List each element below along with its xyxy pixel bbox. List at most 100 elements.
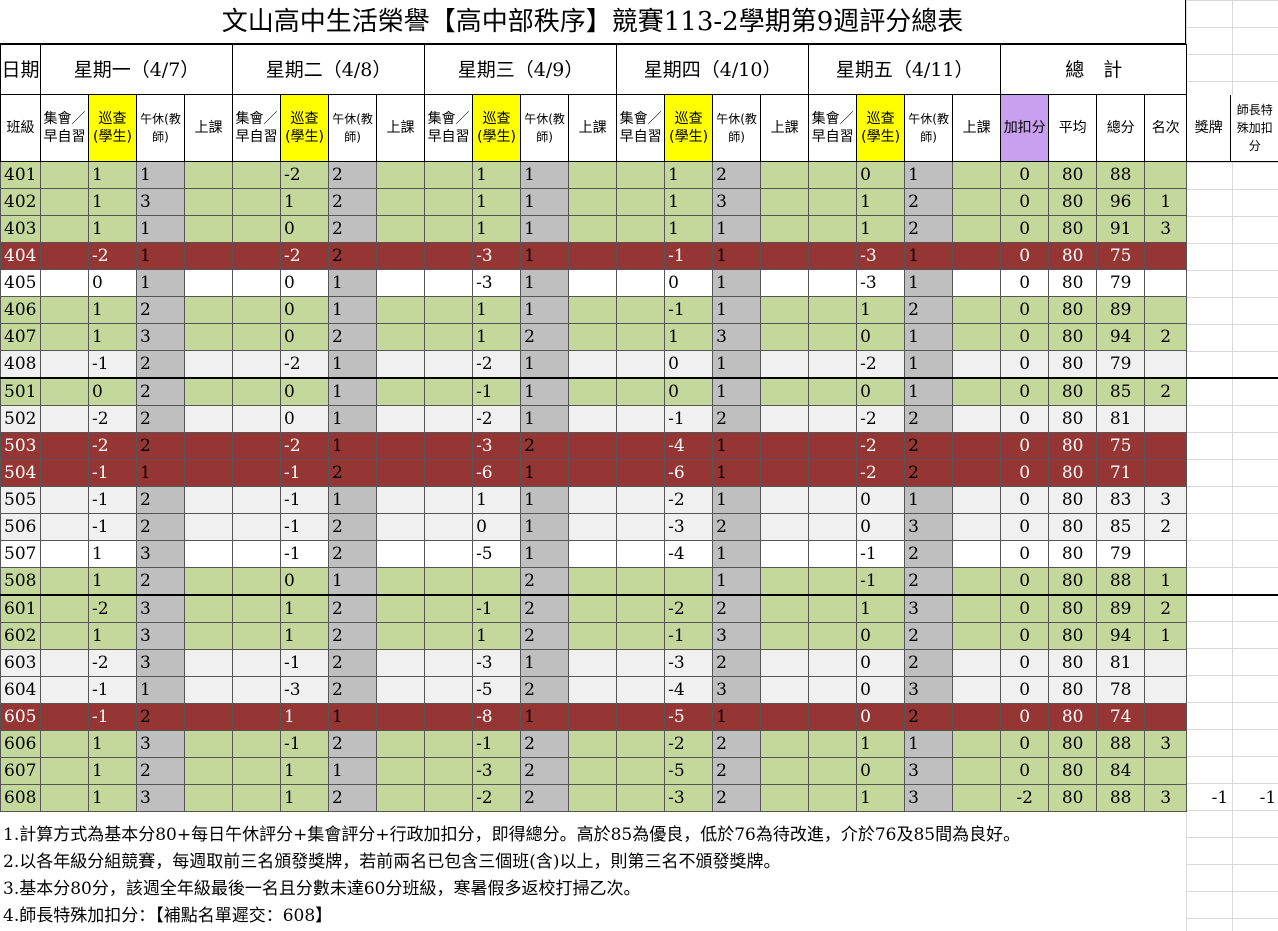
nap-score-cell: 1 <box>328 377 378 406</box>
award-cell: -1 <box>1186 784 1231 812</box>
nap-score-cell: 2 <box>712 730 762 758</box>
adjust-cell: 0 <box>1000 161 1050 189</box>
class-period-cell <box>376 676 426 704</box>
assembly-cell <box>424 432 474 460</box>
assembly-cell <box>232 459 282 487</box>
class-id-cell: 402 <box>0 188 41 216</box>
nap-score-cell: 2 <box>712 649 762 677</box>
patrol-score-cell: -2 <box>280 242 330 270</box>
assembly-cell <box>424 377 474 406</box>
award-cell <box>1186 323 1231 351</box>
assembly-cell <box>40 703 89 731</box>
rank-subheader: 名次 <box>1144 94 1188 162</box>
patrol-score-cell: -1 <box>280 459 330 487</box>
award-cell <box>1186 703 1231 731</box>
assembly-cell <box>40 540 89 568</box>
patrol-score-cell: 0 <box>856 377 906 406</box>
class-period-cell <box>376 215 426 243</box>
award-cell <box>1186 676 1231 704</box>
assembly-cell <box>424 513 474 541</box>
nap-score-cell: 1 <box>712 567 762 596</box>
assembly-cell <box>232 215 282 243</box>
total-score-cell: 96 <box>1096 188 1146 216</box>
average-cell: 80 <box>1048 676 1098 704</box>
nap-score-cell: 1 <box>328 432 378 460</box>
class-period-cell <box>376 784 426 812</box>
nap-score-cell: 3 <box>136 540 185 568</box>
patrol-score-cell: 1 <box>280 622 330 650</box>
nap-score-cell: 1 <box>328 405 378 433</box>
nap-score-cell: 2 <box>904 432 954 460</box>
nap-score-cell: 3 <box>904 594 954 623</box>
patrol-score-cell: -2 <box>88 594 137 623</box>
patrol-subheader: 巡查(學生) <box>88 94 137 162</box>
patrol-score-cell: 1 <box>472 323 522 351</box>
assembly-cell <box>808 513 858 541</box>
nap-score-cell: 1 <box>328 567 378 596</box>
class-period-cell <box>952 676 1002 704</box>
date-label: 日期 <box>0 44 41 95</box>
assembly-cell <box>808 215 858 243</box>
nap-score-cell: 1 <box>520 703 570 731</box>
assembly-cell <box>424 269 474 297</box>
class-period-cell <box>376 730 426 758</box>
class-period-cell <box>952 649 1002 677</box>
nap-score-cell: 1 <box>520 486 570 514</box>
average-cell: 80 <box>1048 161 1098 189</box>
patrol-score-cell: -2 <box>472 405 522 433</box>
assembly-cell <box>808 486 858 514</box>
note-2: 2.以各年級分組競賽，每週取前三名頒發獎牌，若前兩名已包含三個班(含)以上，則第… <box>3 852 781 872</box>
nap-score-cell: 3 <box>904 676 954 704</box>
class-id-cell: 603 <box>0 649 41 677</box>
nap-score-cell: 1 <box>712 377 762 406</box>
class-period-cell <box>568 703 618 731</box>
nap-score-cell: 1 <box>712 296 762 324</box>
total-score-cell: 88 <box>1096 784 1146 812</box>
rank-cell: 2 <box>1144 323 1188 351</box>
assembly-cell <box>232 350 282 379</box>
award-cell <box>1186 161 1231 189</box>
patrol-score-cell: 0 <box>856 161 906 189</box>
class-period-cell <box>376 296 426 324</box>
patrol-score-cell: -2 <box>472 350 522 379</box>
assembly-cell <box>808 432 858 460</box>
assembly-cell <box>232 513 282 541</box>
day-wed-header: 星期三（4/9） <box>424 44 618 95</box>
nap-score-cell: 1 <box>712 269 762 297</box>
nap-score-cell: 1 <box>712 486 762 514</box>
assembly-cell <box>40 432 89 460</box>
assembly-cell <box>424 188 474 216</box>
class-period-cell <box>376 269 426 297</box>
class-period-cell <box>376 540 426 568</box>
class-period-cell <box>376 161 426 189</box>
nap-score-cell: 1 <box>520 350 570 379</box>
class-period-subheader: 上課 <box>376 94 426 162</box>
nap-score-cell: 2 <box>904 405 954 433</box>
class-period-cell <box>376 594 426 623</box>
sheet-title: 文山高中生活榮譽【高中部秩序】競賽113-2學期第9週評分總表 <box>0 0 1186 44</box>
assembly-cell <box>232 323 282 351</box>
adjust-cell: 0 <box>1000 703 1050 731</box>
class-period-cell <box>760 242 810 270</box>
class-period-cell <box>183 757 234 785</box>
patrol-score-cell: -1 <box>280 649 330 677</box>
teacher-bonus-cell <box>1231 704 1278 731</box>
patrol-score-cell: -2 <box>856 432 906 460</box>
class-id-cell: 401 <box>0 161 41 189</box>
class-period-cell <box>760 350 810 379</box>
class-id-cell: 604 <box>0 676 41 704</box>
class-period-cell <box>760 513 810 541</box>
nap-score-cell: 3 <box>712 676 762 704</box>
class-period-cell <box>568 242 618 270</box>
class-period-cell <box>568 730 618 758</box>
assembly-cell <box>40 567 89 596</box>
assembly-cell <box>616 784 666 812</box>
patrol-score-cell: 0 <box>280 323 330 351</box>
assembly-subheader: 集會／早自習 <box>232 94 282 162</box>
patrol-score-cell: -1 <box>472 730 522 758</box>
assembly-cell <box>808 323 858 351</box>
class-period-cell <box>183 486 234 514</box>
total-score-cell: 85 <box>1096 513 1146 541</box>
nap-score-cell: 1 <box>904 323 954 351</box>
award-cell <box>1186 594 1231 623</box>
